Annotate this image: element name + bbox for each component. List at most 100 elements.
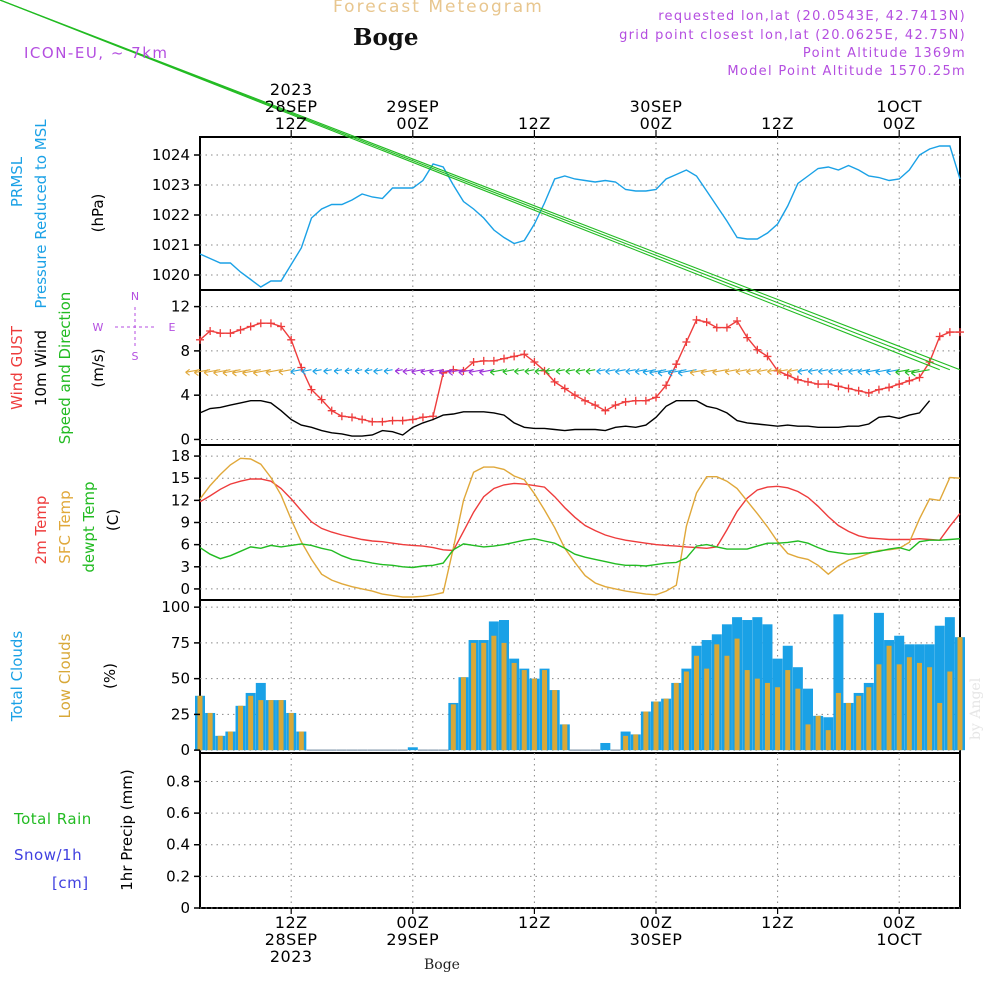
wind-arrow-head [746,368,751,376]
low-clouds-bar [623,735,629,751]
top-time-label: 00Z [396,114,429,133]
wind-direction-arrow [875,369,890,373]
wind-direction-arrow [420,369,434,373]
wind-arrow-head [429,368,434,376]
wind10m-label: 10m Wind [32,330,50,406]
gust-marker [601,406,610,415]
low-clouds-bar [754,678,760,751]
wind-direction-arrow [490,369,505,373]
gust-marker [743,333,752,342]
low-clouds-bar [795,688,801,751]
low-clouds-bar [896,664,902,751]
wind-arrow-head [242,369,247,377]
precip-unit-label: 1hr Precip (mm) [118,769,136,890]
gust-marker [510,352,519,361]
panel-side-labels: N W E S PRMSL Pressure Reduced to MSL (hPa) Win… [8,119,176,892]
gust-marker [682,338,691,347]
wind-direction-arrow [565,369,576,372]
wind-direction-arrow [904,369,920,373]
low-clouds-bar [460,677,466,751]
temperature-y-tick-label: 3 [180,558,190,576]
compass-east: E [169,321,176,334]
low-clouds-bar [248,695,254,751]
low-clouds-bar [643,711,649,751]
top-time-label: 12Z [761,114,794,133]
wind-direction-arrow [395,369,403,372]
wind-arrow-head [724,368,730,376]
wind-arrow-head [667,369,673,377]
top-time-label: 30SEP [630,97,683,116]
gust-marker [712,323,721,332]
wind-direction-arrow [411,369,424,373]
low-clouds-bar [724,655,730,751]
clouds-y-tick-label: 25 [171,705,190,723]
wind-arrow-head [420,368,426,376]
dewpt-temp-line [199,537,961,569]
wind-arrow-head [555,367,561,375]
wind-arrow-head [312,367,318,375]
gust-marker [368,417,377,426]
compass-south: S [132,350,139,363]
wind-direction-arrow [808,369,819,373]
wind-arrow-head [383,367,389,375]
gust-label: Wind GUST [8,325,26,410]
series-layer [0,0,965,751]
gust-marker [945,328,954,337]
wind-direction-arrow [585,369,596,372]
gust-marker [226,329,235,338]
wind-arrow-head [857,368,863,376]
low-clouds-bar [673,682,679,751]
wind-direction-arrow [242,369,261,374]
wind-arrow-head [344,367,350,375]
wind-arrow-head [185,368,190,376]
low-clouds-bar [521,670,527,751]
bottom-time-label: 2023 [270,947,313,966]
footer-location: Boge [424,957,460,973]
wind-arrow-head [776,368,782,376]
low-clouds-bar [815,715,821,751]
wind-direction-arrow [615,369,626,373]
gust-marker [753,345,762,354]
total-clouds-bar [833,614,844,751]
wind-direction-arrow [232,369,251,374]
gust-marker [489,356,498,365]
wind-arrow-head [290,368,296,376]
precip-y-tick-label: 0 [180,899,190,917]
wind-arrow-head [301,368,306,375]
gust-marker [388,416,397,425]
wind-arrow-head [634,368,640,376]
wind-direction-arrow [429,369,444,373]
gust-marker [895,380,904,389]
wind-arrow-head [875,368,881,376]
wind-direction-arrow [787,369,798,373]
gust-marker [469,357,478,366]
pressure-unit-label: (hPa) [89,194,107,233]
total-rain-label: Total Rain [13,810,92,828]
axis-labels: 1020102110221023102404812036912151802550… [152,80,922,966]
temperature-y-tick-label: 12 [171,491,190,509]
bottom-time-label: 1OCT [876,930,922,949]
wind-direction-arrow [605,369,616,373]
gust-marker [733,317,742,325]
wind-direction-arrow [895,369,910,373]
gust-marker [874,385,883,394]
snow-unit-label: [cm] [52,874,89,892]
gust-marker [844,384,853,393]
low-clouds-label: Low Clouds [56,633,74,718]
wind-direction-arrow [886,369,900,373]
wind-arrow-head [735,368,741,376]
low-clouds-bar [846,702,852,751]
gust-marker [348,413,356,422]
gust-marker [611,401,620,410]
wind-direction-arrow [625,369,636,373]
wind-arrow-head [354,367,360,375]
low-clouds-bar [197,695,203,751]
low-clouds-bar [856,695,862,751]
wind-direction-label: Speed and Direction [56,292,74,445]
wind-direction-arrow [712,369,728,373]
wind-arrow-head [411,368,417,376]
gust-marker [591,401,600,410]
temp-unit-label: (C) [104,509,122,531]
wind-direction-arrow [373,369,383,372]
